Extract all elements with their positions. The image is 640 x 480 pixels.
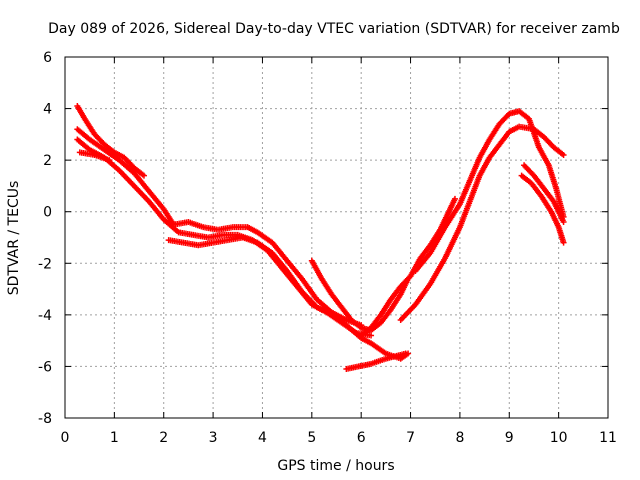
- data-points: [74, 102, 567, 373]
- y-tick-labels: -8 -6 -4 -2 0 2 4 6: [38, 50, 52, 427]
- x-tick-label: 1: [110, 430, 119, 446]
- plot-frame: [64, 56, 609, 419]
- series-track-12: [521, 162, 567, 226]
- x-tick-labels: 0 1 2 3 4 5 6 7 8 9 10 11: [61, 430, 617, 446]
- x-tick-label: 6: [357, 430, 366, 446]
- plus-marker: [451, 195, 458, 202]
- plus-marker: [560, 219, 567, 226]
- series-track-7: [343, 350, 409, 373]
- y-tick-label: 2: [43, 153, 52, 169]
- x-tick-label: 3: [209, 430, 218, 446]
- chart-title: Day 089 of 2026, Sidereal Day-to-day VTE…: [48, 21, 620, 37]
- series-track-9: [397, 123, 567, 324]
- x-tick-label: 0: [61, 430, 70, 446]
- y-tick-label: -4: [38, 308, 52, 324]
- x-tick-label: 11: [599, 430, 617, 446]
- plus-marker: [402, 350, 409, 357]
- series-track-5: [165, 234, 412, 362]
- plus-marker: [560, 151, 567, 158]
- series-track-11: [518, 172, 567, 246]
- series-track-4: [76, 149, 113, 164]
- axis-ticks: [64, 56, 609, 419]
- x-tick-label: 9: [505, 430, 514, 446]
- x-tick-label: 2: [159, 430, 168, 446]
- series-track-1: [74, 102, 147, 179]
- series-track-10: [412, 108, 567, 275]
- y-axis-label: SDTVAR / TECUs: [6, 181, 22, 296]
- y-tick-label: 0: [43, 205, 52, 221]
- plus-marker: [368, 332, 375, 339]
- plus-marker: [140, 172, 147, 179]
- y-tick-label: -6: [38, 359, 52, 375]
- x-tick-label: 10: [550, 430, 568, 446]
- y-tick-label: -2: [38, 256, 52, 272]
- x-tick-label: 8: [455, 430, 464, 446]
- x-tick-label: 7: [406, 430, 415, 446]
- x-tick-label: 5: [307, 430, 316, 446]
- plus-marker: [106, 157, 113, 164]
- grid: [65, 57, 608, 418]
- x-axis-label: GPS time / hours: [277, 458, 394, 474]
- series-track-2: [74, 126, 365, 329]
- x-tick-label: 4: [258, 430, 267, 446]
- y-tick-label: 6: [43, 50, 52, 66]
- y-tick-label: -8: [38, 411, 52, 427]
- plus-marker: [560, 239, 567, 246]
- y-tick-label: 4: [43, 102, 52, 118]
